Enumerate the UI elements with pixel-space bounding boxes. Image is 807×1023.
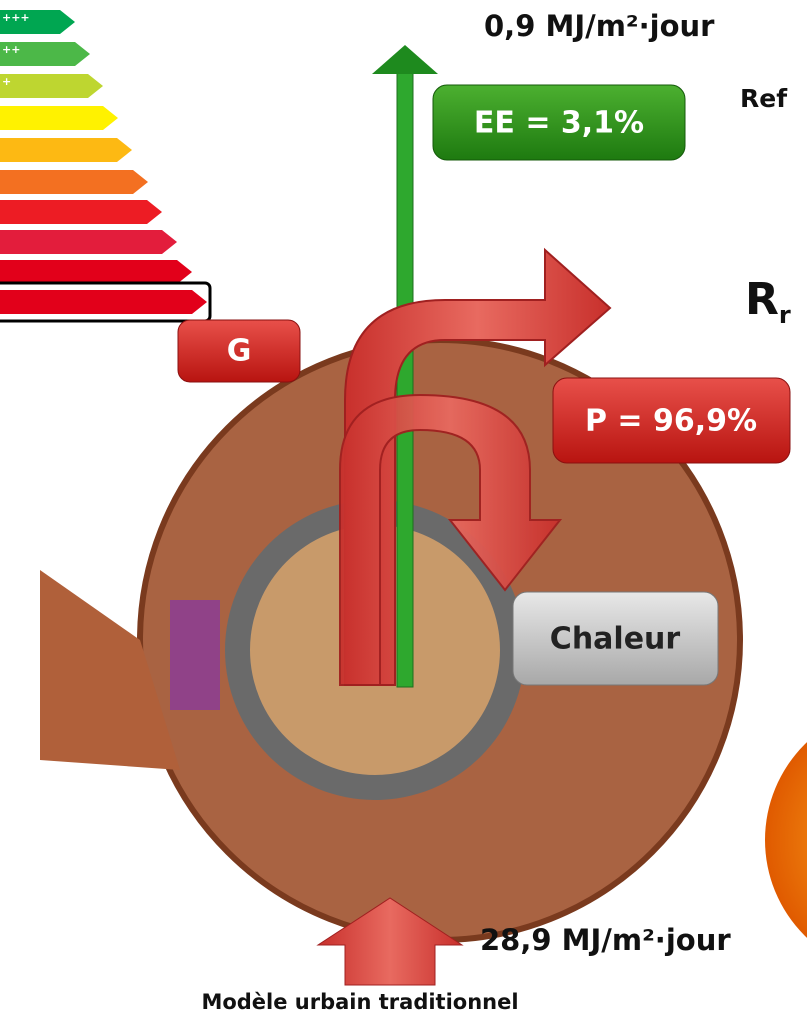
reflected-label: Ref (740, 84, 788, 113)
energy-scale (0, 10, 210, 321)
top-flux: 0,9 MJ/m²·jour (484, 9, 715, 43)
ee-label: EE = 3,1% (474, 106, 644, 141)
class-label: + (2, 75, 11, 88)
caption: Modèle urbain traditionnel (201, 990, 518, 1014)
class-label: +++ (2, 11, 30, 24)
rr-label: Rr (745, 274, 791, 329)
heat-label: Chaleur (550, 622, 681, 657)
diagram: +++ ++ + G EE = 3,1% P = 96,9% Chaleur 0… (0, 0, 807, 1023)
sun (765, 705, 807, 975)
incoming-flux: 28,9 MJ/m²·jour (480, 923, 731, 957)
class-label: ++ (2, 43, 20, 56)
p-label: P = 96,9% (585, 404, 757, 439)
class-selected: G (227, 334, 252, 369)
